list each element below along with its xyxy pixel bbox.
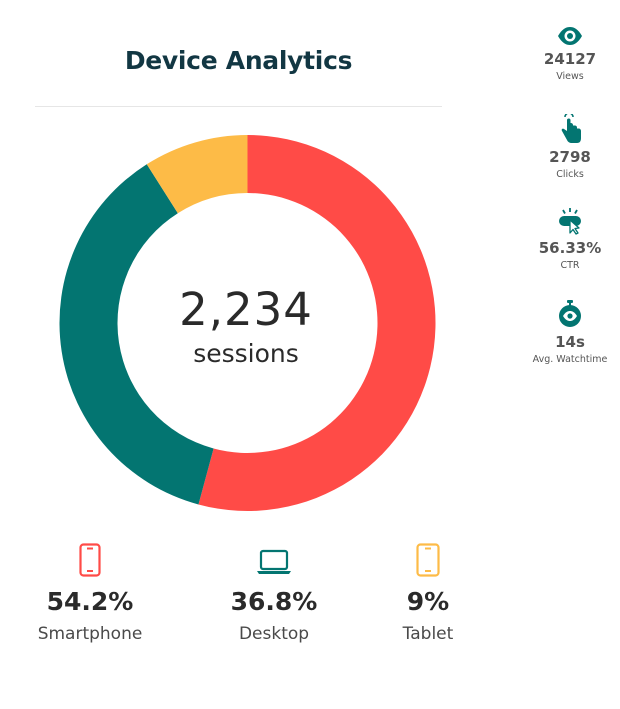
legend-smartphone-name: Smartphone <box>37 624 143 644</box>
smartphone-icon <box>79 543 101 577</box>
metric-views-value: 24127 <box>543 50 597 68</box>
metric-views-label: Views <box>556 71 584 82</box>
sessions-total: 2,234 <box>179 283 313 336</box>
metric-views: 24127 Views <box>526 26 614 83</box>
legend-tablet-percent: 9% <box>406 587 450 616</box>
eye-icon <box>558 27 582 45</box>
metric-watchtime: 14s Avg. Watchtime <box>526 299 614 366</box>
tablet-icon <box>416 543 440 577</box>
metric-watchtime-value: 14s <box>555 333 585 351</box>
metric-ctr-value: 56.33% <box>538 239 602 257</box>
metric-clicks-label: Clicks <box>556 169 584 180</box>
metric-clicks-value: 2798 <box>549 148 591 166</box>
tap-hand-icon <box>561 114 581 143</box>
legend-smartphone: 54.2% Smartphone <box>15 543 165 644</box>
donut-slice-tablet <box>146 135 248 214</box>
metric-ctr: 56.33% CTR <box>526 207 614 272</box>
legend-tablet-name: Tablet <box>402 624 454 644</box>
click-cursor-icon <box>559 208 581 235</box>
legend-desktop-name: Desktop <box>238 624 310 644</box>
legend-smartphone-percent: 54.2% <box>46 587 134 616</box>
metric-clicks: 2798 Clicks <box>526 114 614 181</box>
donut-slice-smartphone <box>198 135 436 511</box>
legend-tablet: 9% Tablet <box>353 543 503 644</box>
legend-desktop: 36.8% Desktop <box>199 543 349 644</box>
page-title: Device Analytics <box>124 46 353 75</box>
title-divider <box>35 106 442 107</box>
laptop-icon <box>257 549 291 574</box>
legend-desktop-percent: 36.8% <box>230 587 318 616</box>
sessions-label: sessions <box>193 339 299 368</box>
metric-ctr-label: CTR <box>560 260 580 271</box>
donut-slice-desktop <box>59 164 214 505</box>
stopwatch-icon <box>559 300 581 327</box>
metric-watchtime-label: Avg. Watchtime <box>532 354 608 365</box>
